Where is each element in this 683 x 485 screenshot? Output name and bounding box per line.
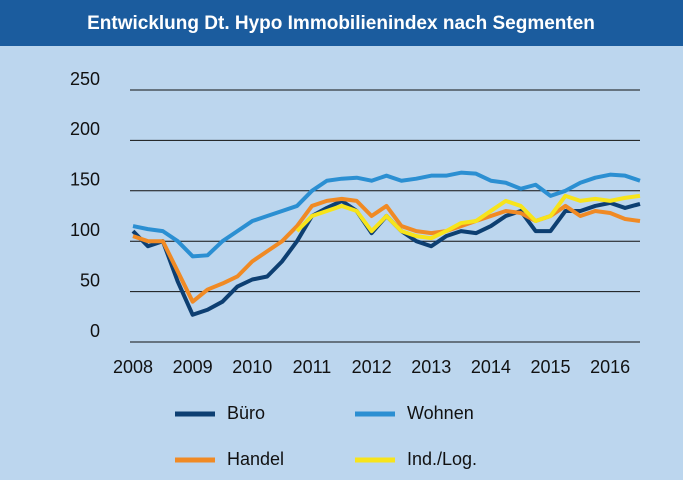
x-tick-label: 2013 bbox=[411, 357, 451, 377]
legend-label: Handel bbox=[227, 449, 284, 469]
y-tick-label: 0 bbox=[90, 321, 100, 341]
y-tick-label: 150 bbox=[70, 170, 100, 190]
x-tick-label: 2011 bbox=[293, 357, 332, 377]
y-tick-label: 50 bbox=[80, 270, 100, 290]
y-tick-label: 250 bbox=[70, 69, 100, 89]
x-tick-label: 2014 bbox=[471, 357, 511, 377]
legend-label: Wohnen bbox=[407, 403, 474, 423]
y-tick-label: 200 bbox=[70, 119, 100, 139]
title-bar bbox=[0, 0, 683, 46]
x-tick-label: 2012 bbox=[352, 357, 392, 377]
x-tick-label: 2010 bbox=[232, 357, 272, 377]
x-tick-label: 2015 bbox=[531, 357, 571, 377]
legend-label: Büro bbox=[227, 403, 265, 423]
legend-label: Ind./Log. bbox=[407, 449, 477, 469]
line-series bbox=[295, 193, 641, 241]
line-series bbox=[132, 170, 641, 259]
x-tick-label: 2009 bbox=[173, 357, 213, 377]
x-tick-label: 2016 bbox=[590, 357, 630, 377]
chart-title: Entwicklung Dt. Hypo Immobilienindex nac… bbox=[87, 13, 595, 34]
x-tick-label: 2008 bbox=[113, 357, 153, 377]
y-tick-label: 100 bbox=[70, 220, 100, 240]
